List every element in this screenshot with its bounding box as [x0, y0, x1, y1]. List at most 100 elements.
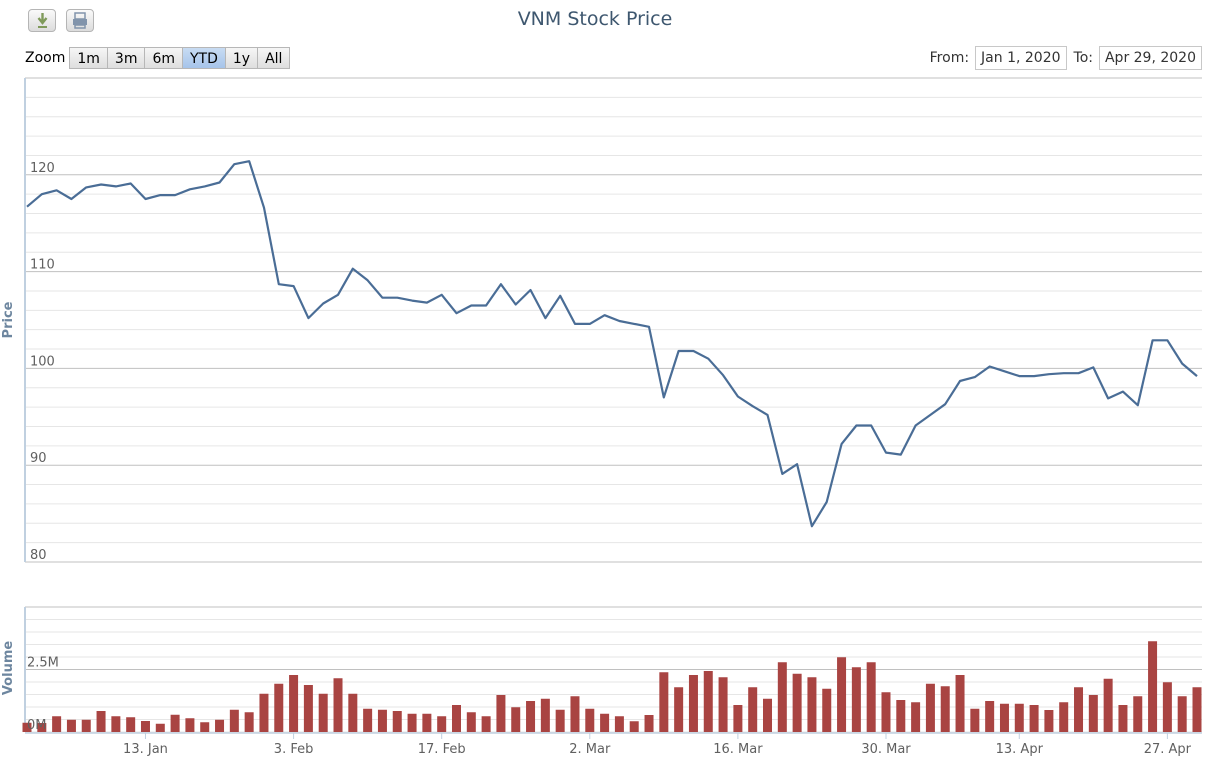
range-selector: Zoom 1m 3m 6m YTD 1y All [25, 47, 291, 69]
volume-bar [200, 722, 210, 732]
volume-bar [1029, 705, 1039, 732]
volume-bar [955, 675, 965, 732]
volume-bar [1118, 705, 1128, 732]
volume-bar [807, 677, 817, 732]
price-tick-label: 110 [30, 258, 55, 273]
zoom-1m-button[interactable]: 1m [69, 47, 108, 69]
volume-bar [896, 700, 906, 732]
volume-axis-title: Volume [1, 641, 16, 696]
volume-bar [377, 709, 387, 732]
x-tick-label: 27. Apr [1144, 742, 1192, 757]
volume-bar [1177, 696, 1187, 732]
volume-bar [333, 678, 343, 732]
volume-bar [466, 712, 476, 732]
volume-bar [259, 693, 269, 732]
volume-bar [126, 717, 136, 732]
volume-bar [422, 713, 432, 732]
price-axis-title: Price [1, 301, 16, 338]
x-tick-label: 16. Mar [713, 742, 763, 757]
chart-title: VNM Stock Price [517, 8, 673, 30]
volume-bar [851, 667, 861, 732]
volume-bar [215, 719, 225, 732]
volume-bar [363, 708, 373, 732]
volume-bar [511, 707, 521, 732]
x-tick-label: 2. Mar [569, 742, 611, 757]
volume-bar [555, 709, 565, 732]
volume-bar [748, 687, 758, 732]
from-label: From: [929, 50, 970, 66]
volume-bar [1192, 687, 1202, 732]
volume-bar [733, 705, 743, 732]
volume-bar [66, 719, 76, 732]
volume-bar [289, 675, 299, 732]
volume-bar [229, 709, 239, 732]
volume-bar [540, 698, 550, 732]
zoom-3m-button[interactable]: 3m [106, 47, 146, 69]
volume-bar [274, 683, 284, 732]
volume-bar [674, 687, 684, 732]
volume-bar [822, 688, 832, 732]
price-tick-label: 100 [30, 354, 55, 369]
volume-bar [777, 662, 787, 732]
volume-bar [792, 673, 802, 732]
volume-bar [688, 675, 698, 732]
print-icon [73, 12, 87, 29]
volume-bar [1103, 678, 1113, 732]
volume-bar [481, 716, 491, 732]
volume-bar [244, 712, 254, 732]
volume-bar [170, 714, 180, 732]
price-tick-label: 90 [30, 451, 47, 466]
price-tick-label: 120 [30, 161, 55, 176]
zoom-label: Zoom [25, 50, 66, 66]
zoom-6m-button[interactable]: 6m [144, 47, 183, 69]
to-label: To: [1073, 50, 1093, 66]
to-date-input[interactable]: Apr 29, 2020 [1098, 46, 1202, 70]
volume-bar [763, 698, 773, 732]
x-tick-label: 13. Apr [996, 742, 1044, 757]
volume-bar [970, 708, 980, 732]
volume-bar [866, 662, 876, 732]
volume-bar [155, 723, 165, 732]
volume-bar [140, 721, 150, 732]
volume-bar [526, 701, 536, 732]
volume-bar [437, 716, 447, 732]
volume-bar [881, 692, 891, 732]
x-tick-label: 3. Feb [274, 742, 314, 757]
volume-bar [1059, 702, 1069, 732]
volume-bar [703, 671, 713, 732]
price-tick-label: 80 [30, 548, 47, 563]
volume-bar [911, 702, 921, 732]
volume-bar [614, 716, 624, 732]
zoom-1y-button[interactable]: 1y [224, 47, 259, 69]
volume-bar [1162, 682, 1172, 732]
volume-bar [999, 703, 1009, 732]
volume-bar [570, 696, 580, 732]
from-date-input[interactable]: Jan 1, 2020 [975, 46, 1067, 70]
volume-bar [1014, 703, 1024, 732]
volume-bar [303, 685, 313, 732]
volume-bar [22, 722, 32, 732]
volume-bar [407, 713, 417, 732]
volume-bar [1133, 696, 1143, 732]
volume-tick-label: 2.5M [27, 656, 59, 671]
volume-bar [318, 693, 328, 732]
x-tick-label: 30. Mar [861, 742, 911, 757]
volume-bar [629, 721, 639, 732]
x-tick-label: 13. Jan [123, 742, 168, 757]
volume-bar [348, 693, 358, 732]
volume-bar [111, 716, 121, 732]
volume-bar [392, 711, 402, 732]
volume-bar [1074, 687, 1084, 732]
volume-bar [659, 672, 669, 732]
zoom-ytd-button[interactable]: YTD [182, 47, 226, 69]
volume-bar [81, 719, 91, 732]
print-button[interactable] [66, 9, 94, 32]
export-button[interactable] [28, 9, 56, 32]
volume-bar [644, 715, 654, 732]
volume-bar [451, 705, 461, 732]
volume-bar [925, 683, 935, 732]
volume-bar [718, 677, 728, 732]
zoom-all-button[interactable]: All [257, 47, 291, 69]
